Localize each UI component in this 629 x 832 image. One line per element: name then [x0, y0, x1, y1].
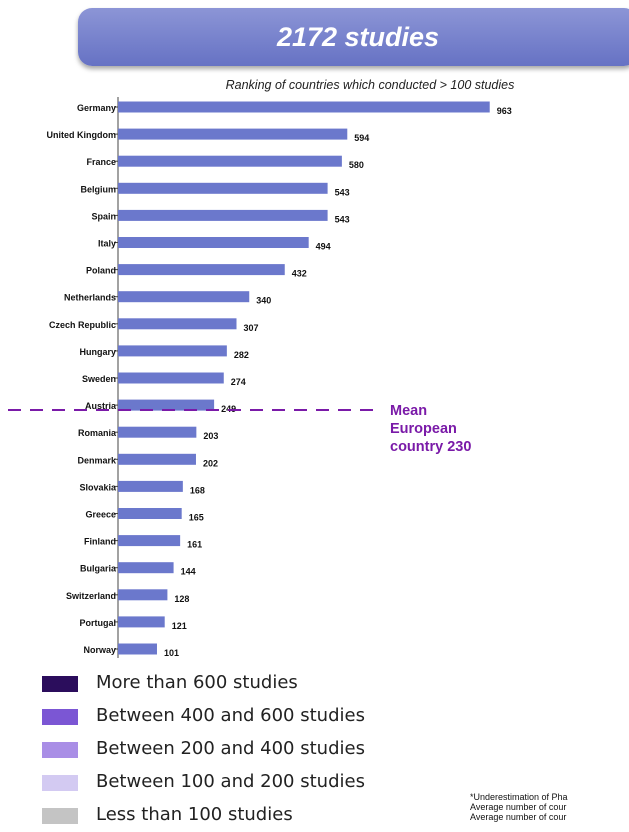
category-label: Portugal: [79, 618, 116, 628]
legend-swatch: [42, 775, 78, 791]
bar: [118, 535, 180, 546]
bar: [118, 481, 183, 492]
data-label: 963: [497, 106, 512, 116]
data-label: 594: [354, 133, 369, 143]
bar: [118, 102, 490, 113]
data-label: 203: [203, 431, 218, 441]
data-label: 144: [181, 567, 196, 577]
data-label: 307: [244, 323, 259, 333]
mean-annotation-line: European: [390, 421, 457, 437]
footnote-line: Average number of cour: [470, 802, 629, 812]
bar: [118, 291, 249, 302]
bar: [118, 454, 196, 465]
category-label: Switzerland: [66, 591, 116, 601]
data-label: 101: [164, 648, 179, 658]
category-label: Sweden: [82, 374, 116, 384]
category-label: Netherlands: [64, 293, 116, 303]
category-label: Norway: [83, 645, 116, 655]
legend-label: Between 200 and 400 studies: [96, 738, 365, 759]
category-label: Poland: [86, 266, 116, 276]
data-label: 432: [292, 269, 307, 279]
legend-swatch: [42, 676, 78, 692]
legend-item-less-than-100: Less than 100 studies: [42, 804, 442, 828]
category-label: Bulgaria: [80, 564, 117, 574]
category-label: United Kingdom: [47, 130, 117, 140]
bar: [118, 508, 182, 519]
mean-annotation-line: country 230: [390, 439, 471, 455]
category-label: France: [86, 157, 116, 167]
data-label: 202: [203, 458, 218, 468]
mean-annotation-line: Mean: [390, 403, 427, 419]
category-label: Denmark: [77, 455, 117, 465]
data-label: 494: [316, 242, 331, 252]
footnote: *Underestimation of Pha Average number o…: [470, 792, 629, 822]
category-label: Finland: [84, 537, 116, 547]
data-label: 543: [335, 214, 350, 224]
legend-label: Between 100 and 200 studies: [96, 771, 365, 792]
legend-swatch: [42, 808, 78, 824]
bar: [118, 562, 174, 573]
legend-item-400-600: Between 400 and 600 studies: [42, 705, 442, 729]
category-label: Greece: [85, 510, 116, 520]
legend-item-200-400: Between 200 and 400 studies: [42, 738, 442, 762]
category-label: Spain: [91, 211, 116, 221]
bar: [118, 400, 214, 411]
category-label: Romania: [78, 428, 117, 438]
legend-label: More than 600 studies: [96, 672, 298, 693]
data-label: 165: [189, 513, 204, 523]
bar: [118, 373, 224, 384]
bar: [118, 183, 328, 194]
bar: [118, 616, 165, 627]
bar-chart: Germany 963 United Kingdom 594 France 580 Belg…: [0, 0, 629, 665]
legend-item-100-200: Between 100 and 200 studies: [42, 771, 442, 795]
data-label: 340: [256, 296, 271, 306]
bar: [118, 589, 167, 600]
category-label: Slovakia: [79, 482, 117, 492]
bar: [118, 644, 157, 655]
legend-label: Between 400 and 600 studies: [96, 705, 365, 726]
footnote-line: *Underestimation of Pha: [470, 792, 629, 802]
data-label: 121: [172, 621, 187, 631]
bar: [118, 156, 342, 167]
data-label: 274: [231, 377, 246, 387]
bar: [118, 129, 347, 140]
category-label: Germany: [77, 103, 116, 113]
bar: [118, 210, 328, 221]
data-label: 168: [190, 485, 205, 495]
bar: [118, 264, 285, 275]
legend-label: Less than 100 studies: [96, 804, 293, 825]
category-label: Hungary: [79, 347, 116, 357]
footnote-line: Average number of cour: [470, 812, 629, 822]
data-label: 580: [349, 160, 364, 170]
data-label: 161: [187, 540, 202, 550]
bar: [118, 237, 309, 248]
data-label: 128: [174, 594, 189, 604]
bar: [118, 318, 237, 329]
category-label: Belgium: [80, 184, 116, 194]
bar: [118, 427, 196, 438]
legend-swatch: [42, 742, 78, 758]
data-label: 543: [335, 187, 350, 197]
category-label: Czech Republic: [49, 320, 116, 330]
category-label: Italy: [98, 239, 116, 249]
legend-swatch: [42, 709, 78, 725]
legend-item-more-than-600: More than 600 studies: [42, 672, 442, 696]
bar: [118, 345, 227, 356]
mean-annotation: Mean European country 230: [390, 403, 471, 455]
data-label: 282: [234, 350, 249, 360]
